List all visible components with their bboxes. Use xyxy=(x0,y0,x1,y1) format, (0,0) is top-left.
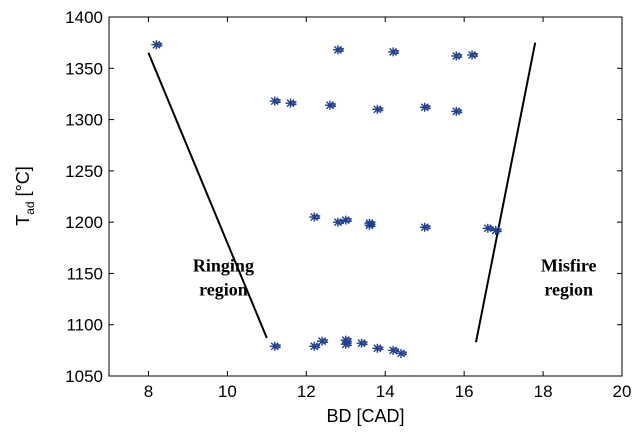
y-axis-label-unit: [°C] xyxy=(13,166,33,201)
data-point-13 xyxy=(340,215,352,225)
axis-ticks: 8 10 12 14 16 18 20 1050 1100 1150 1200 1250 1300 135… xyxy=(65,8,631,401)
data-point-0 xyxy=(151,40,163,50)
y-tick-label-7: 1400 xyxy=(65,8,103,27)
data-point-2 xyxy=(388,47,400,57)
x-tick-label-4: 16 xyxy=(455,382,474,401)
data-point-24 xyxy=(356,338,368,348)
x-tick-label-5: 18 xyxy=(534,382,553,401)
data-point-5 xyxy=(269,96,281,106)
data-point-16 xyxy=(419,222,431,232)
boundary-lines xyxy=(147,42,537,343)
x-tick-label-3: 14 xyxy=(376,382,395,401)
data-point-7 xyxy=(324,100,337,110)
misfire-region-label-line-0: Misfire xyxy=(541,255,597,275)
y-tick-label-3: 1200 xyxy=(65,213,103,232)
data-point-3 xyxy=(451,51,463,61)
y-tick-label-5: 1300 xyxy=(65,111,103,130)
y-tick-label-0: 1050 xyxy=(65,367,103,386)
data-point-12 xyxy=(332,217,345,227)
data-point-25 xyxy=(372,343,384,353)
misfire-region-label: Misfire region xyxy=(541,255,597,299)
y-tick-label-2: 1150 xyxy=(66,264,103,283)
data-points xyxy=(151,40,502,358)
x-tick-label-2: 12 xyxy=(297,382,316,401)
y-tick-label-6: 1350 xyxy=(65,59,103,78)
data-point-10 xyxy=(451,106,463,116)
x-axis-label: BD [CAD] xyxy=(326,406,404,426)
data-point-21 xyxy=(317,336,329,346)
data-point-9 xyxy=(419,102,431,112)
ringing-region-label-line-1: region xyxy=(199,279,248,299)
data-point-1 xyxy=(332,45,345,55)
x-tick-label-0: 8 xyxy=(144,382,153,401)
ringing-region-label-line-0: Ringing xyxy=(193,255,254,275)
x-tick-label-1: 10 xyxy=(218,382,237,401)
data-point-18 xyxy=(490,225,502,235)
y-tick-label-4: 1250 xyxy=(65,162,103,181)
x-tick-label-6: 20 xyxy=(613,382,632,401)
y-axis-label-main: T xyxy=(13,215,33,226)
data-point-8 xyxy=(372,104,384,114)
data-point-23 xyxy=(340,339,352,349)
plot-area xyxy=(108,16,623,377)
misfire-boundary xyxy=(475,42,537,343)
data-point-6 xyxy=(285,98,297,108)
data-point-11 xyxy=(309,212,321,222)
y-axis-label-subscript: ad xyxy=(23,201,37,214)
data-point-26 xyxy=(388,345,400,355)
data-point-27 xyxy=(396,348,408,358)
annotations: Ringing region Misfire region xyxy=(193,255,597,299)
data-point-19 xyxy=(269,341,281,351)
ringing-boundary xyxy=(147,52,268,339)
y-tick-label-1: 1100 xyxy=(66,316,103,335)
ringing-region-label: Ringing region xyxy=(193,255,254,299)
y-axis-label: Tad [°C] xyxy=(13,166,37,226)
data-point-4 xyxy=(467,50,479,60)
data-point-15 xyxy=(364,220,376,230)
data-point-20 xyxy=(309,341,321,351)
misfire-region-label-line-1: region xyxy=(544,279,593,299)
